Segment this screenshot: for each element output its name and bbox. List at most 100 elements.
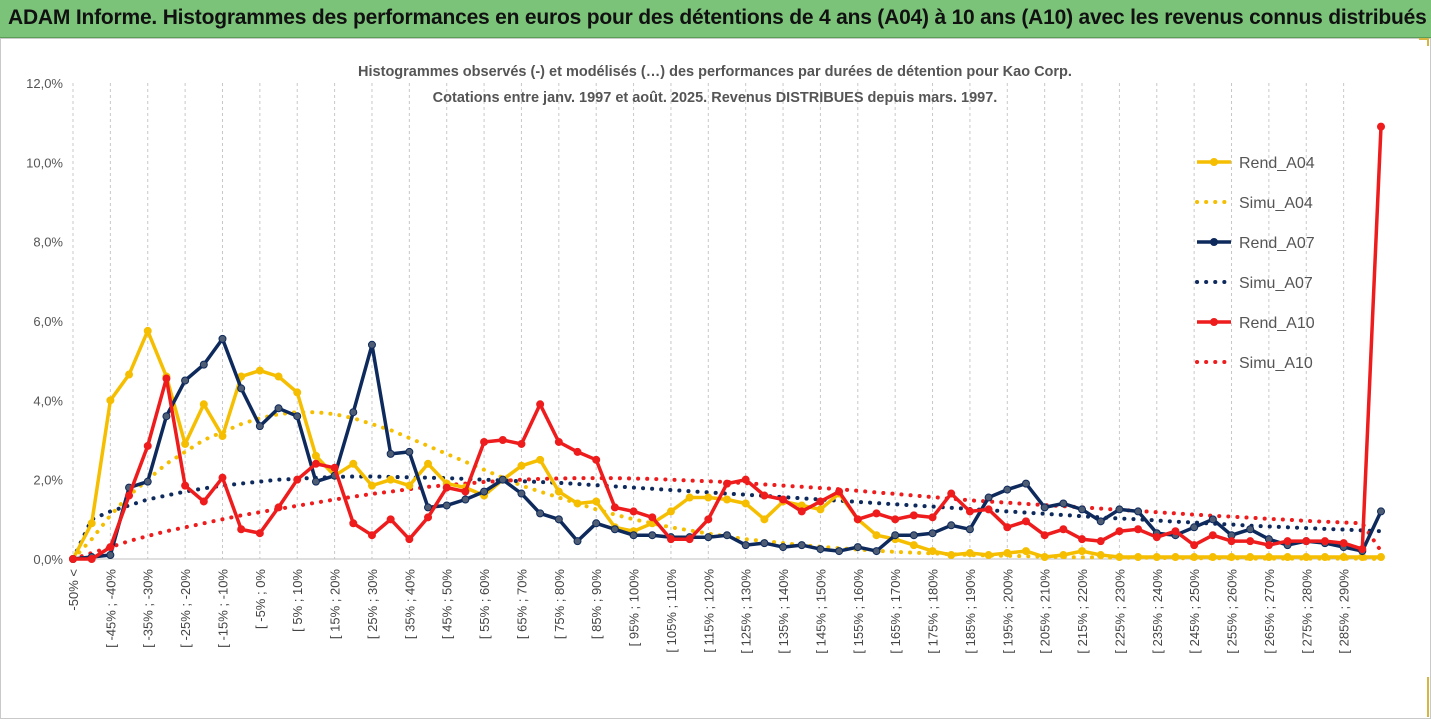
chart-area: 0,0% 2,0% 4,0% 6,0% 8,0% 10,0% 12,0% -50% < [ -4… <box>0 38 1431 719</box>
data-point-rend-a04 <box>1264 553 1273 562</box>
data-point-rend-a10 <box>405 535 414 544</box>
data-point-rend-a07 <box>797 541 806 550</box>
legend-marker <box>1210 158 1218 166</box>
data-point-rend-a04 <box>1134 553 1143 562</box>
data-point-rend-a07 <box>648 531 657 540</box>
data-point-rend-a07 <box>853 543 862 552</box>
data-point-rend-a10 <box>1115 527 1124 536</box>
data-point-rend-a10 <box>536 400 545 409</box>
data-point-rend-a07 <box>779 543 788 552</box>
data-point-rend-a07 <box>741 541 750 550</box>
data-point-rend-a07 <box>760 539 769 548</box>
x-tick-label: [ 65% ; 70% <box>514 569 529 640</box>
data-point-rend-a04 <box>1152 553 1161 562</box>
data-point-rend-a04 <box>1040 553 1049 562</box>
x-tick-label: [ 55% ; 60% <box>477 569 492 640</box>
data-point-rend-a04 <box>984 551 993 560</box>
line-chart: 0,0% 2,0% 4,0% 6,0% 8,0% 10,0% 12,0% -50% < [ -4… <box>26 64 1385 654</box>
data-point-rend-a04 <box>293 388 302 397</box>
data-point-rend-a07 <box>1059 499 1068 508</box>
data-point-rend-a10 <box>704 515 713 524</box>
data-point-rend-a10 <box>928 513 937 522</box>
x-tick-label: [ 85% ; 90% <box>589 569 604 640</box>
data-point-rend-a07 <box>1040 503 1049 512</box>
data-point-rend-a04 <box>311 451 320 460</box>
data-point-rend-a04 <box>1021 547 1030 556</box>
series-line-rend-a10 <box>73 126 1383 561</box>
data-point-rend-a07 <box>1208 515 1217 524</box>
data-point-rend-a10 <box>1358 545 1367 554</box>
data-point-rend-a04 <box>909 541 918 550</box>
data-point-rend-a07 <box>442 501 451 510</box>
data-point-rend-a07 <box>386 449 395 458</box>
data-point-rend-a04 <box>704 493 713 502</box>
x-tick-label: [ 175% ; 180% <box>926 569 941 654</box>
data-point-rend-a04 <box>199 400 208 409</box>
data-point-rend-a10 <box>255 529 264 538</box>
x-tick-label: -50% < <box>66 569 81 611</box>
data-point-rend-a07 <box>1246 525 1255 534</box>
x-tick-label: [ -15% ; -10% <box>215 569 230 648</box>
data-point-rend-a04 <box>386 475 395 484</box>
x-tick-label: [ -5% ; 0% <box>253 569 268 629</box>
legend-item-rend-a04: Rend_A04 <box>1197 155 1315 172</box>
data-point-rend-a04 <box>125 370 134 379</box>
data-point-rend-a04 <box>274 372 283 381</box>
data-point-rend-a10 <box>741 475 750 484</box>
data-point-rend-a04 <box>1227 553 1236 562</box>
data-point-rend-a10 <box>1190 541 1199 550</box>
data-point-rend-a07 <box>965 525 974 534</box>
data-point-rend-a04 <box>1377 553 1385 562</box>
legend-item-rend-a07: Rend_A07 <box>1197 235 1315 252</box>
data-point-rend-a07 <box>629 531 638 540</box>
data-point-rend-a07 <box>311 477 320 486</box>
data-point-rend-a07 <box>199 360 208 369</box>
data-point-rend-a10 <box>872 509 881 518</box>
data-point-rend-a10 <box>1377 122 1385 131</box>
data-point-rend-a07 <box>143 477 152 486</box>
data-point-rend-a10 <box>367 531 376 540</box>
data-point-rend-a07 <box>1190 523 1199 532</box>
data-point-rend-a07 <box>405 447 414 456</box>
data-point-rend-a07 <box>424 503 433 512</box>
data-point-rend-a07 <box>218 334 227 343</box>
data-point-rend-a04 <box>517 461 526 470</box>
chart-axes: 0,0% 2,0% 4,0% 6,0% 8,0% 10,0% 12,0% -50% < [ -4… <box>26 76 1381 654</box>
data-point-rend-a07 <box>349 408 358 417</box>
x-tick-label: [ 25% ; 30% <box>365 569 380 640</box>
data-point-rend-a04 <box>255 366 264 375</box>
x-tick-label: [ 115% ; 120% <box>701 569 716 653</box>
data-point-rend-a07 <box>536 509 545 518</box>
data-point-rend-a07 <box>367 340 376 349</box>
data-point-rend-a04 <box>1339 553 1348 562</box>
x-tick-label: [ -35% ; -30% <box>141 569 156 648</box>
data-point-rend-a04 <box>872 531 881 540</box>
chart-title-line-2: Cotations entre janv. 1997 et août. 2025… <box>433 90 998 106</box>
x-tick-label: [ 275% ; 280% <box>1299 569 1314 654</box>
chart-title-line-1: Histogrammes observés (-) et modélisés (… <box>358 64 1072 80</box>
x-tick-label: [ 5% ; 10% <box>290 569 305 632</box>
legend-label: Rend_A04 <box>1239 155 1315 172</box>
data-point-rend-a07 <box>984 493 993 502</box>
y-tick-label: 12,0% <box>26 76 63 91</box>
chart-legend: Rend_A04 Simu_A04 Rend_A07 Simu_A07 Rend_A10… <box>1195 155 1315 372</box>
data-point-rend-a10 <box>517 439 526 448</box>
data-point-rend-a04 <box>87 519 96 528</box>
data-point-rend-a07 <box>891 531 900 540</box>
data-point-rend-a07 <box>293 412 302 421</box>
data-point-rend-a04 <box>723 495 731 504</box>
data-point-rend-a10 <box>1152 533 1161 542</box>
data-point-rend-a04 <box>424 459 433 468</box>
data-point-rend-a10 <box>1208 531 1217 540</box>
data-point-rend-a10 <box>1096 537 1105 546</box>
data-point-rend-a07 <box>592 519 601 528</box>
x-tick-label: [ 165% ; 170% <box>888 569 903 654</box>
data-point-rend-a07 <box>255 422 264 431</box>
data-point-rend-a07 <box>1021 479 1030 488</box>
data-point-rend-a04 <box>947 551 956 560</box>
y-tick-label: 0,0% <box>33 552 63 567</box>
x-tick-label: [ 145% ; 150% <box>813 569 828 654</box>
data-point-rend-a07 <box>162 412 171 421</box>
x-tick-label: [ 205% ; 210% <box>1038 569 1053 654</box>
data-point-rend-a04 <box>1078 547 1087 556</box>
